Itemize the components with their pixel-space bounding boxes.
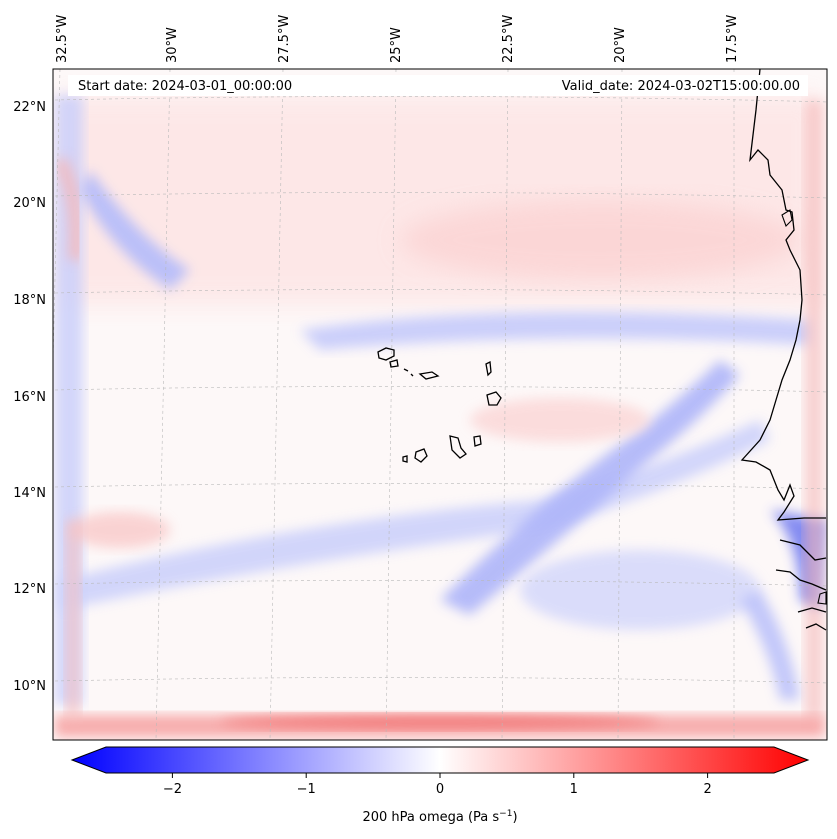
lat-label-12: 12°N — [13, 582, 46, 597]
colorbar-label-sup: −1 — [499, 809, 512, 819]
island-sao-nicolau — [418, 371, 440, 380]
colorbar-label-text: 200 hPa omega (Pa s — [362, 810, 499, 825]
banc-darguin — [781, 209, 793, 227]
colorbar-tick-label: 0 — [436, 782, 444, 797]
island-santo-antao — [377, 347, 395, 361]
guinea-bissau-coastline — [775, 569, 827, 591]
island-maio — [473, 435, 482, 447]
lon-label-250: 25°W — [389, 27, 404, 63]
lat-label-18: 18°N — [13, 293, 46, 308]
field-band-17n — [300, 312, 810, 350]
island-brava — [402, 455, 408, 463]
lat-label-14: 14°N — [13, 486, 46, 501]
field-south-core — [220, 715, 660, 729]
field-lower-east — [520, 550, 760, 630]
coastal-island — [817, 591, 827, 605]
date-header-box — [68, 75, 808, 96]
lon-label-275: 27.5°W — [277, 15, 292, 63]
graticule-lon-250 — [385, 69, 397, 740]
cape-verde-islands — [377, 347, 502, 463]
colorbar-label: 200 hPa omega (Pa s−1) — [362, 809, 517, 825]
lat-label-16: 16°N — [13, 390, 46, 405]
guinea-coastline — [805, 623, 827, 631]
lon-label-200: 20°W — [613, 27, 628, 63]
lon-label-175: 17.5°W — [725, 15, 740, 63]
field-band-13n — [60, 420, 770, 610]
graticule-lat-16 — [54, 386, 827, 393]
island-branco — [410, 373, 414, 377]
graticule-lon-300 — [155, 69, 171, 740]
island-sal — [485, 360, 492, 377]
lat-label-10: 10°N — [13, 679, 46, 694]
omega-field — [53, 69, 827, 740]
colorbar-label-close: ) — [512, 810, 517, 825]
graticule-lat-12 — [54, 580, 827, 587]
field-west-red-streak — [53, 156, 83, 261]
island-sao-vicente — [389, 359, 399, 368]
start-date-label: Start date: 2024-03-01_00:00:00 — [78, 79, 292, 94]
colorbar-body — [70, 746, 810, 774]
graticule-lon-225 — [501, 69, 509, 740]
lat-label-22: 22°N — [13, 100, 46, 115]
valid-date-label: Valid_date: 2024-03-02T15:00:00.00 — [562, 79, 800, 94]
field-west-red-patch — [70, 512, 170, 548]
lon-label-300: 30°W — [165, 27, 180, 63]
field-east-boundary — [805, 100, 823, 720]
island-fogo — [414, 448, 428, 463]
field-coastal-band — [740, 590, 800, 700]
colorbar: −2 −1 0 1 2 200 hPa omega (Pa s−1) — [70, 746, 810, 825]
field-north-positive-core — [400, 200, 800, 280]
field-west-diagonal — [80, 170, 190, 290]
longitude-labels: 32.5°W 30°W 27.5°W 25°W 22.5°W 20°W 17.5… — [55, 15, 740, 63]
lon-label-225: 22.5°W — [501, 15, 516, 63]
map-frame — [52, 68, 828, 741]
graticule-lat-20 — [54, 192, 827, 199]
colorbar-tick-label: 2 — [703, 782, 711, 797]
island-santiago — [449, 435, 467, 459]
graticule — [53, 69, 827, 740]
field-mid-red-patch — [470, 398, 650, 442]
island-santa-luzia — [403, 368, 409, 372]
graticule-lat-14 — [54, 483, 827, 490]
lat-label-20: 20°N — [13, 196, 46, 211]
graticule-lon-275 — [269, 69, 284, 740]
lon-label-325: 32.5°W — [55, 15, 70, 63]
colorbar-ticks: −2 −1 0 1 2 — [163, 773, 712, 797]
latitude-labels: 22°N 20°N 18°N 16°N 14°N 12°N 10°N — [13, 100, 46, 694]
graticule-lon-200 — [617, 69, 623, 740]
island-boa-vista — [486, 391, 502, 406]
graticule-lat-10 — [54, 677, 827, 684]
colorbar-tick-label: −2 — [163, 782, 182, 797]
graticule-lat-22 — [54, 96, 827, 103]
field-sw-red-edge — [66, 520, 80, 720]
colorbar-tick-label: 1 — [570, 782, 578, 797]
africa-coastline — [740, 69, 826, 521]
gambia-coastline — [779, 539, 827, 561]
bijagos-islands — [797, 607, 827, 613]
colorbar-tick-label: −1 — [297, 782, 316, 797]
field-sw-ne-band — [440, 360, 740, 615]
